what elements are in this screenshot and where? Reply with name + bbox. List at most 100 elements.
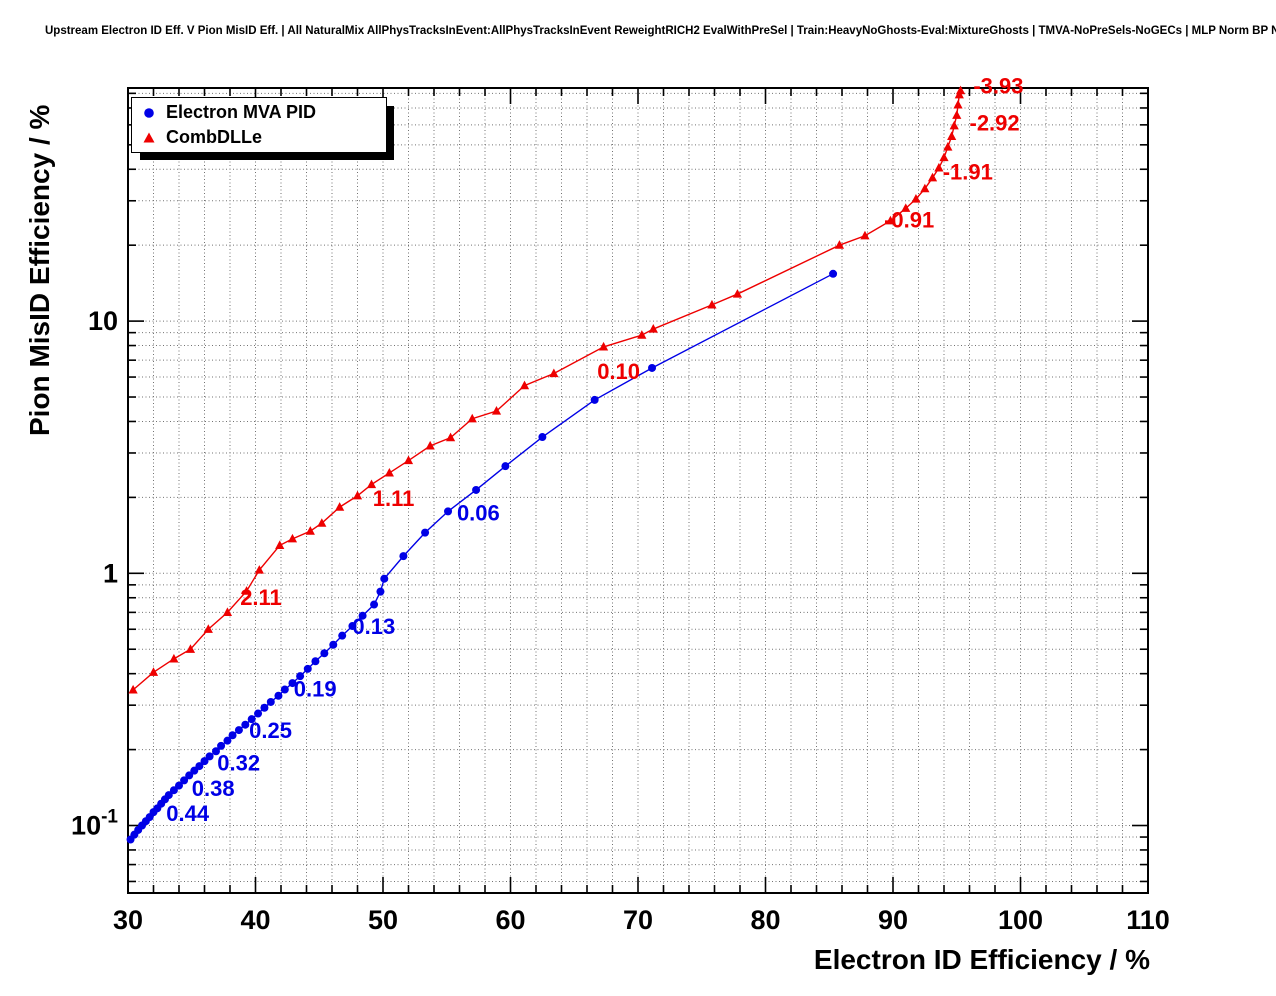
y-axis-title: Pion MisID Efficiency / % [24,104,55,436]
data-point [860,230,870,240]
data-point [275,540,285,550]
x-tick-label: 110 [1126,905,1170,935]
data-point [241,586,252,595]
data-point [241,720,250,729]
data-point [274,691,283,700]
data-point [348,622,357,631]
data-point [648,363,657,372]
data-point [329,640,338,649]
data-point [955,85,966,95]
cut-value-label: 0.44 [166,801,210,826]
plot-title: Upstream Electron ID Eff. V Pion MisID E… [45,25,1276,37]
data-point [175,781,183,790]
data-point [444,507,453,516]
data-point [885,215,896,225]
data-point [590,395,599,404]
data-point [303,664,312,673]
cut-value-label: 0.19 [294,676,337,701]
data-point [901,203,911,212]
data-point [169,653,179,663]
legend-label: CombDLLe [166,127,262,147]
data-point [222,607,233,616]
x-axis-title: Electron ID Efficiency / % [813,944,1150,975]
data-point [911,193,921,203]
data-point [384,467,394,477]
data-point [311,657,320,666]
cut-value-label: -2.92 [970,110,1020,135]
x-tick-label: 40 [240,905,270,935]
data-point [195,762,204,771]
series-electron-mva-pid [126,269,838,844]
cut-value-label: 0.13 [352,614,395,639]
data-point [217,741,226,750]
legend-entry-combdlle: CombDLLe [132,125,386,150]
data-point [370,600,379,609]
cut-value-label: 0.06 [457,500,500,525]
cut-value-label: -0.91 [884,208,934,233]
data-point [366,479,377,489]
data-point [280,685,289,694]
data-point [287,533,298,543]
data-point [376,587,385,596]
cut-value-label: 0.10 [597,359,640,384]
x-tick-label: 60 [495,905,525,935]
legend-label: Electron MVA PID [166,102,317,122]
data-point [445,432,456,442]
data-point [254,709,263,718]
cut-value-label: -3.93 [973,73,1023,98]
data-point [234,726,243,735]
data-point [648,324,658,333]
data-point [952,110,962,119]
data-point [320,649,329,658]
data-point [228,731,237,740]
grid-layer [128,88,1148,893]
data-point [223,736,232,745]
x-tick-label: 30 [113,905,143,935]
legend: Electron MVA PID CombDLLe [131,97,387,153]
cut-value-label: 2.11 [240,585,282,610]
data-point [538,433,547,442]
data-point [421,528,430,537]
data-point [260,703,269,712]
data-point [205,752,214,761]
data-point [211,747,220,756]
data-point [467,413,477,423]
data-point [317,518,327,527]
data-point [254,565,264,574]
data-point [491,406,502,415]
data-point [927,172,938,182]
data-point [380,574,389,583]
x-tick-label: 70 [623,905,653,935]
x-tick-labels: 30 40 50 60 70 80 90 100 110 [113,905,1170,935]
data-point [185,771,194,780]
cut-value-label: 0.38 [192,776,235,801]
data-point [501,462,510,471]
data-point [203,624,213,633]
data-point [305,526,315,535]
data-point [934,162,944,172]
data-point [637,330,647,339]
data-point [247,715,256,724]
data-point [472,485,481,494]
cut-value-label: -1.91 [943,159,993,184]
x-tick-label: 100 [998,905,1043,935]
data-point [834,240,845,249]
data-point [335,502,345,511]
data-point [180,776,189,785]
data-point [148,667,159,676]
y-tick-labels: 10-1 1 10 [71,306,118,840]
data-point [185,644,196,653]
data-point [288,679,297,688]
y-tick-label: 10 [88,306,118,336]
data-point [549,368,559,378]
data-point [128,684,138,694]
legend-entry-electron-mva-pid: Electron MVA PID [132,100,386,125]
circle-marker-icon [132,106,166,120]
data-point [403,455,414,465]
data-point [164,791,173,800]
data-point [190,766,199,775]
data-point [425,440,435,450]
data-point [939,152,949,162]
data-point [732,289,743,298]
